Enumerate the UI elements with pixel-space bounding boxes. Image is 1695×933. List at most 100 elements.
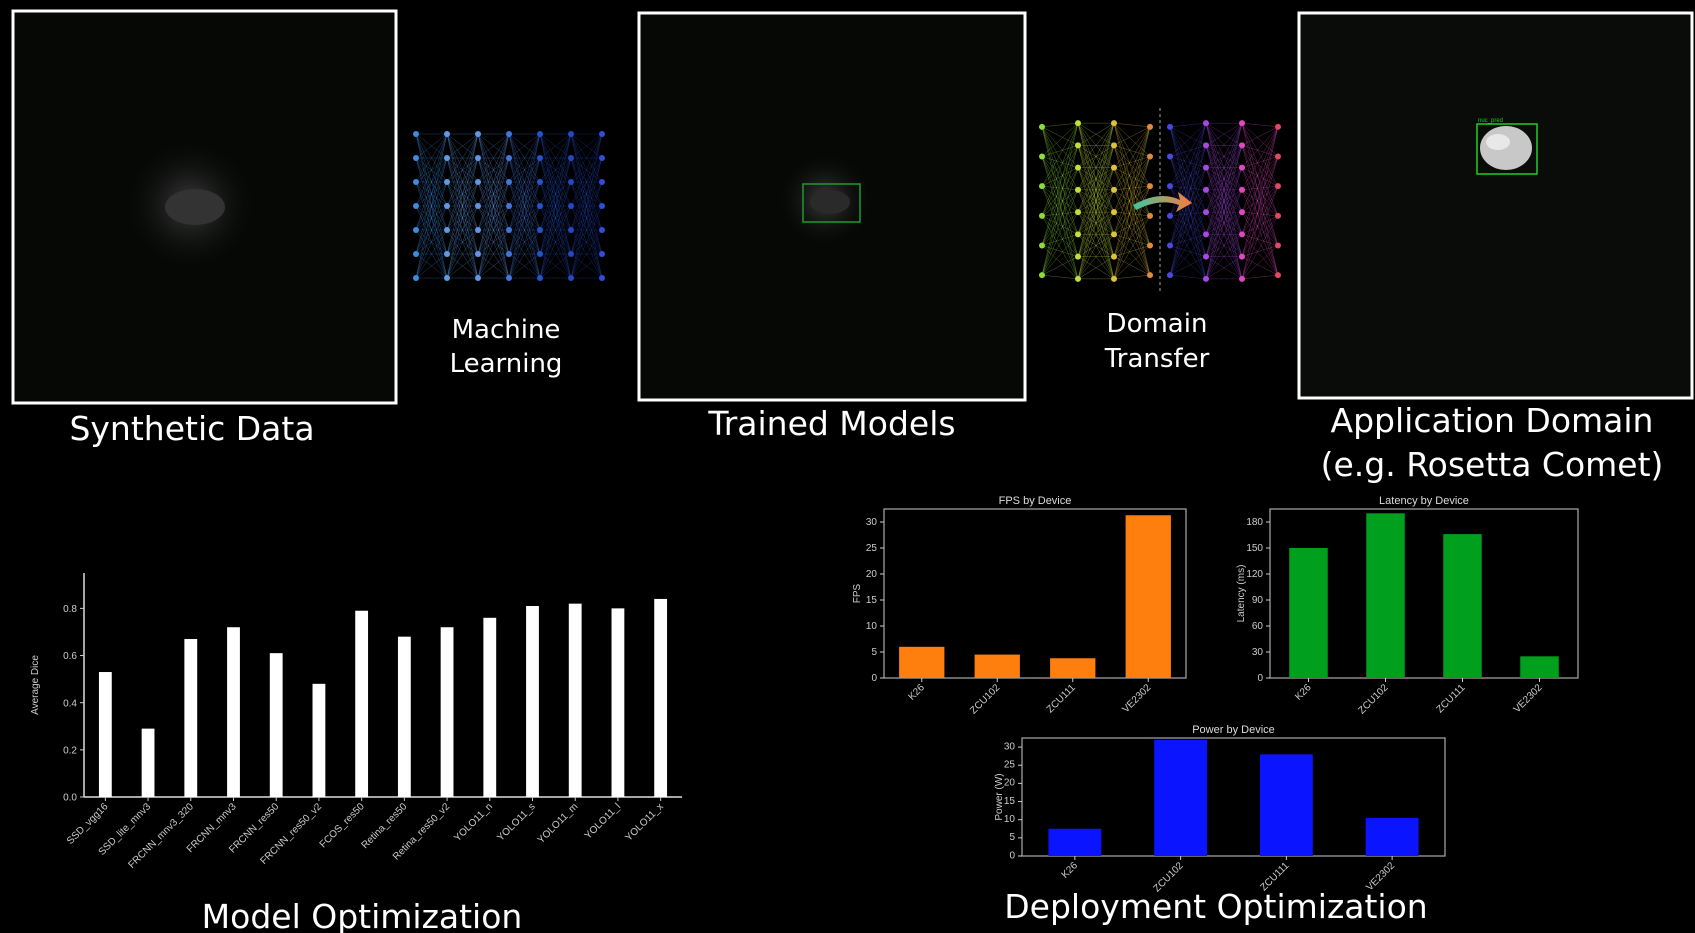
network-edge — [570, 181, 603, 279]
network-edge — [1113, 167, 1151, 187]
y-tick-label: 0.8 — [63, 604, 77, 615]
network-edge — [1241, 274, 1279, 280]
network-edge — [1169, 145, 1207, 246]
network-edge — [1077, 167, 1115, 279]
x-tick-label: ZCU111 — [1435, 682, 1468, 715]
network-edge — [1041, 145, 1079, 276]
network-edge — [1205, 234, 1243, 280]
bar-Retina_res50 — [397, 636, 411, 797]
bar-VE2302 — [1520, 656, 1559, 678]
network-edge — [539, 157, 572, 279]
network-node — [599, 275, 605, 281]
network-edge — [1241, 186, 1279, 257]
y-tick-label: 25 — [1004, 760, 1016, 771]
network-edge — [1113, 122, 1151, 157]
network-edge — [1077, 123, 1115, 213]
network-edge — [477, 253, 510, 279]
network-node — [1147, 212, 1153, 219]
network-edge — [1041, 167, 1079, 216]
network-edge — [1169, 145, 1207, 276]
bar-ZCU111 — [1259, 754, 1313, 856]
network-node — [506, 179, 512, 185]
network-node — [1147, 123, 1153, 130]
network-edge — [1205, 256, 1243, 280]
network-edge — [1041, 256, 1079, 276]
network-edge — [570, 133, 603, 255]
network-edge — [1241, 156, 1279, 279]
y-tick-label: 60 — [1252, 621, 1264, 632]
network-node — [1203, 231, 1209, 238]
network-edge — [570, 157, 603, 279]
network-edge — [570, 133, 603, 231]
network-edge — [1113, 126, 1151, 235]
network-edge — [446, 253, 479, 279]
network-node — [1203, 164, 1209, 171]
network-edge — [1041, 126, 1079, 190]
network-edge — [1041, 189, 1079, 276]
network-node — [1111, 253, 1117, 260]
latency-bar-chart: Latency by Device 0 30 60 90 120 150 180 Latency… — [1236, 495, 1579, 716]
network-edge — [415, 133, 448, 231]
network-edge — [1241, 156, 1279, 168]
network-edge — [1041, 211, 1079, 246]
network-edge — [1241, 186, 1279, 279]
network-edge — [1113, 215, 1151, 279]
network-edge — [1113, 211, 1151, 217]
network-edge — [539, 181, 572, 279]
network-node — [1167, 153, 1173, 160]
network-edge — [1241, 186, 1279, 213]
network-edge — [1113, 145, 1151, 187]
network-edge — [1041, 145, 1079, 157]
network-edge — [1077, 122, 1115, 146]
network-edge — [1077, 123, 1115, 279]
comet-image — [1480, 126, 1532, 170]
network-edge — [1077, 123, 1115, 190]
network-edge — [415, 133, 448, 255]
network-edge — [415, 229, 448, 279]
network-node — [413, 251, 419, 257]
transfer-caption-line2: Transfer — [1104, 344, 1210, 374]
network-edge — [1041, 274, 1079, 280]
x-tick-label: VE2302 — [1512, 682, 1545, 715]
network-node — [1239, 275, 1245, 282]
network-edge — [1041, 167, 1079, 187]
network-node — [537, 203, 543, 209]
network-edge — [1041, 215, 1079, 235]
network-node — [568, 155, 574, 161]
network-node — [1075, 120, 1081, 127]
network-node — [1111, 186, 1117, 193]
network-edge — [1077, 123, 1115, 235]
network-edge — [539, 205, 572, 279]
network-edge — [446, 133, 479, 207]
network-edge — [1113, 211, 1151, 246]
network-edge — [1205, 123, 1243, 235]
network-node — [1075, 253, 1081, 260]
network-node — [1167, 212, 1173, 219]
x-tick-label: YOLO11_s — [495, 801, 537, 843]
network-edge — [539, 253, 572, 279]
network-edge — [446, 157, 479, 279]
network-edge — [1241, 211, 1279, 217]
network-node — [1075, 275, 1081, 282]
network-edge — [1169, 185, 1207, 191]
network-node — [1203, 120, 1209, 127]
network-edge — [1169, 215, 1207, 235]
y-tick-label: 25 — [866, 543, 878, 554]
network-node — [475, 155, 481, 161]
network-node — [1239, 164, 1245, 171]
network-edge — [1169, 234, 1207, 246]
network-edge — [1241, 256, 1279, 276]
network-edge — [1041, 145, 1079, 187]
chart-title: FPS by Device — [999, 495, 1072, 507]
detection-label: nuc_pred — [1478, 118, 1503, 124]
network-edge — [1205, 123, 1243, 190]
network-edge — [508, 253, 541, 279]
network-edge — [1241, 186, 1279, 235]
network-node — [537, 155, 543, 161]
y-tick-label: 5 — [871, 647, 877, 658]
network-edge — [1113, 215, 1151, 235]
network-node — [599, 179, 605, 185]
network-edge — [1241, 215, 1279, 257]
network-edge — [1169, 123, 1207, 187]
network-edge — [1169, 274, 1207, 280]
